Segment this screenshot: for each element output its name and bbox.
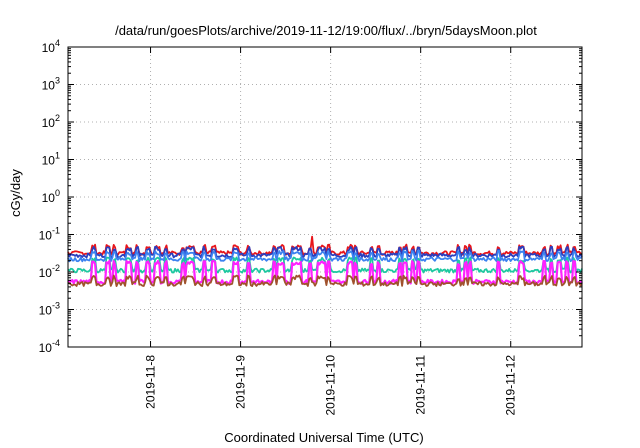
y-tick-label: 10-1: [39, 226, 60, 243]
y-tick-label: 101: [42, 151, 60, 168]
x-tick-label: 2019-11-8: [144, 355, 158, 409]
plot-frame: [67, 46, 583, 348]
x-tick-label: 2019-11-11: [414, 355, 428, 415]
y-tick-label: 103: [42, 76, 60, 93]
series-line-blue: [67, 249, 582, 263]
x-axis-label: Coordinated Universal Time (UTC): [224, 430, 423, 445]
y-axis-label: cGy/day: [8, 169, 23, 217]
grid: [68, 47, 582, 347]
series-line-brown: [67, 274, 583, 288]
y-tick-label: 104: [42, 38, 60, 55]
y-tick-label: 10-2: [39, 263, 60, 280]
y-tick-label: 10-3: [39, 301, 60, 318]
chart-title: /data/run/goesPlots/archive/2019-11-12/1…: [115, 23, 537, 38]
y-tick-label: 102: [42, 113, 60, 130]
x-tick-label: 2019-11-9: [234, 355, 248, 409]
axes: 10-4 10-3 10-2 10-1 100 101 102 103 104 2019-11-8…: [39, 38, 583, 416]
y-tick-label: 100: [42, 188, 60, 205]
x-tick-label: 2019-11-12: [504, 355, 518, 416]
x-tick-label: 2019-11-10: [324, 355, 338, 416]
y-tick-label: 10-4: [39, 338, 60, 355]
plot-series: [67, 235, 583, 288]
